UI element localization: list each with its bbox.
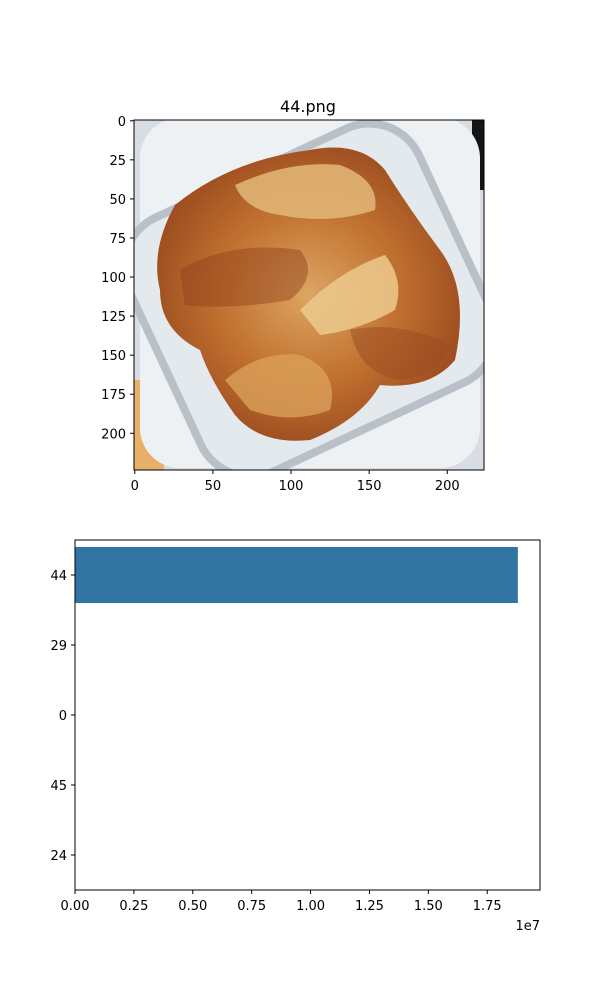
image-y-tick-label: 75 — [109, 232, 126, 247]
bar-x-tick-label: 1.00 — [296, 899, 325, 914]
bar-44 — [75, 547, 518, 603]
food-shadow-2 — [350, 327, 450, 380]
bar-y-tick-label: 29 — [50, 639, 67, 654]
bar-x-tick-label: 0.25 — [119, 899, 148, 914]
image-y-tick-label: 175 — [101, 388, 126, 403]
image-x-tick-label: 100 — [279, 479, 304, 494]
image-y-tick-label: 0 — [118, 115, 126, 130]
food-photo — [134, 120, 484, 470]
image-y-tick-label: 150 — [101, 349, 126, 364]
image-x-tick-label: 0 — [131, 479, 139, 494]
bar-x-tick-label: 0.00 — [61, 899, 90, 914]
food-highlight-2 — [300, 255, 399, 335]
bar-x-tick-label: 1.25 — [355, 899, 384, 914]
image-y-tick-label: 200 — [101, 427, 126, 442]
x-axis-offset-label: 1e7 — [515, 919, 540, 934]
food-highlight-3 — [225, 354, 332, 418]
bar-x-tick-label: 1.50 — [414, 899, 443, 914]
bar-x-tick-label: 0.75 — [237, 899, 266, 914]
image-x-tick-label: 200 — [435, 479, 460, 494]
image-y-axis: 0 25 50 75 100 125 150 175 200 — [101, 115, 134, 442]
image-panel: 44.png — [101, 97, 485, 494]
food-highlight-1 — [235, 164, 376, 219]
bar-y-tick-label: 44 — [50, 569, 67, 584]
image-frame — [133, 119, 485, 471]
bars — [75, 547, 518, 603]
image-y-tick-label: 100 — [101, 271, 126, 286]
bar-y-tick-label: 0 — [59, 709, 67, 724]
bar-x-tick-label: 1.75 — [473, 899, 502, 914]
image-title: 44.png — [280, 97, 336, 116]
image-x-tick-label: 150 — [357, 479, 382, 494]
image-x-axis: 0 50 100 150 200 — [131, 470, 460, 494]
bar-x-axis: 0.00 0.25 0.50 0.75 1.00 1.25 1.50 1.75 — [61, 890, 502, 914]
bar-y-tick-label: 24 — [50, 849, 67, 864]
image-x-tick-label: 50 — [205, 479, 222, 494]
image-y-tick-label: 125 — [101, 310, 126, 325]
image-y-tick-label: 50 — [109, 193, 126, 208]
bar-chart: 44 29 0 45 24 0.00 0.25 0.50 0.75 1.00 1.25 1.50 1.… — [50, 539, 541, 934]
bar-x-tick-label: 0.50 — [178, 899, 207, 914]
image-y-tick-label: 25 — [109, 154, 126, 169]
bar-y-tick-label: 45 — [50, 779, 67, 794]
food-shadow-1 — [180, 247, 308, 307]
bar-y-axis: 44 29 0 45 24 — [50, 569, 75, 864]
